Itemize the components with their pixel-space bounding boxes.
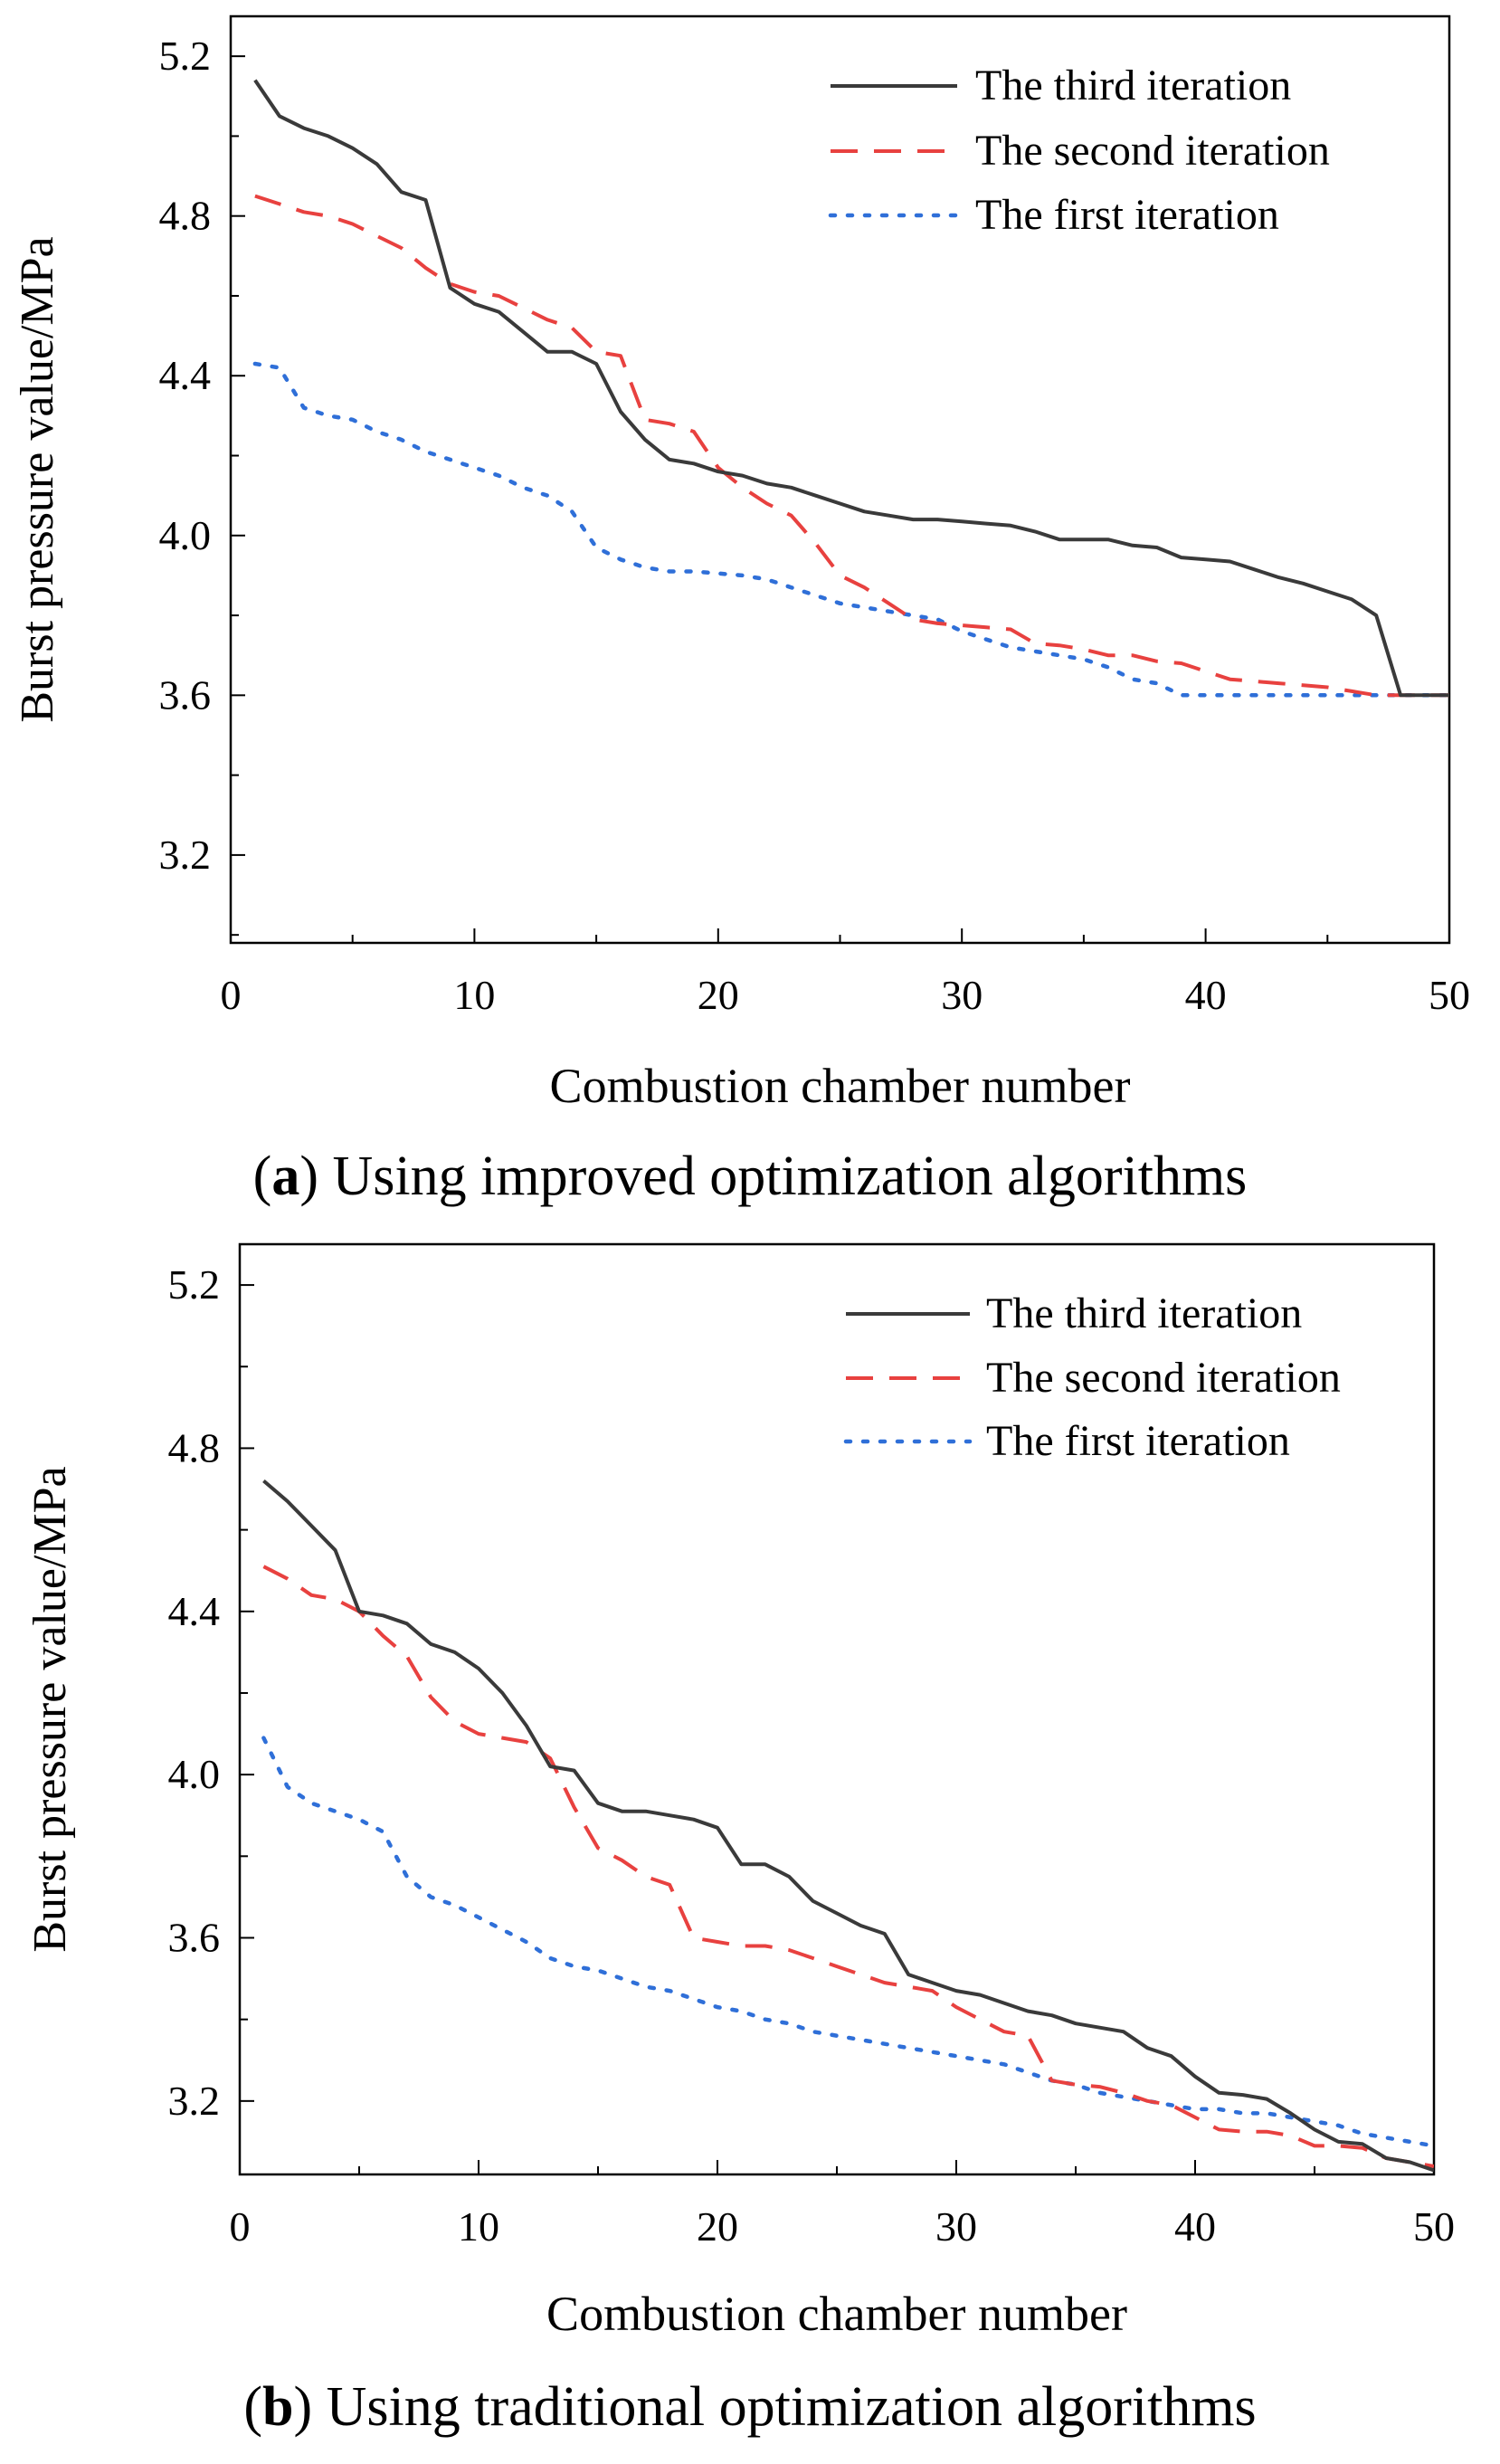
y-tick-label: 4.8 — [159, 193, 212, 239]
x-axis-label: Combustion chamber number — [546, 2287, 1127, 2341]
caption-text: Using improved optimization algorithms — [332, 1146, 1247, 1207]
x-tick-label: 30 — [935, 2203, 977, 2250]
x-axis-label: Combustion chamber number — [550, 1059, 1131, 1113]
y-tick-label: 4.0 — [168, 1751, 221, 1797]
series-line-dashed — [262, 1565, 1434, 2168]
x-tick-label: 50 — [1413, 2203, 1455, 2250]
x-tick-label: 10 — [458, 2203, 499, 2250]
x-tick-label: 30 — [941, 972, 983, 1018]
y-axis-label: Burst pressure value/MPa — [12, 236, 63, 722]
series-line-solid — [262, 1479, 1434, 2173]
x-tick-label: 20 — [697, 2203, 738, 2250]
x-tick-label: 20 — [698, 972, 739, 1018]
y-tick-label: 3.6 — [168, 1914, 221, 1960]
legend-label: The second iteration — [975, 127, 1330, 175]
legend-label: The third iteration — [986, 1289, 1302, 1337]
y-tick-label: 5.2 — [159, 33, 212, 79]
x-tick-label: 10 — [453, 972, 495, 1018]
figure-caption: (a) Using improved optimization algorith… — [253, 1146, 1248, 1207]
x-tick-label: 0 — [221, 972, 242, 1018]
caption-letter: b — [262, 2376, 293, 2438]
series-line-dotted — [261, 1736, 1434, 2148]
caption-paren-close: ) — [293, 2376, 326, 2438]
y-tick-label: 5.2 — [168, 1261, 221, 1308]
y-tick-label: 3.6 — [159, 671, 212, 718]
x-tick-label: 40 — [1174, 2203, 1216, 2250]
series-line-solid — [253, 79, 1449, 698]
caption-letter: a — [271, 1146, 299, 1207]
chart-a: 0 10 20 30 40 50 3.2 3.6 4.0 4.4 4.8 5.2 Combustion … — [12, 14, 1470, 1207]
caption-paren-open: ( — [243, 2376, 262, 2438]
y-tick-label: 4.4 — [168, 1588, 221, 1634]
caption-paren-open: ( — [253, 1146, 272, 1207]
x-tick-label: 50 — [1429, 972, 1470, 1018]
y-tick-label: 4.4 — [159, 352, 212, 398]
x-tick-label: 40 — [1185, 972, 1227, 1018]
series-line-dashed — [254, 194, 1449, 698]
figure-caption: (b) Using traditional optimization algor… — [243, 2376, 1256, 2438]
y-tick-label: 4.0 — [159, 512, 212, 558]
series-line-dotted — [252, 361, 1449, 698]
y-tick-label: 4.8 — [168, 1424, 221, 1470]
legend-label: The second iteration — [986, 1354, 1341, 1402]
x-tick-label: 0 — [230, 2203, 251, 2250]
y-tick-label: 3.2 — [159, 832, 212, 878]
caption-text: Using traditional optimization algorithm… — [327, 2376, 1257, 2438]
legend-label: The first iteration — [986, 1417, 1290, 1465]
y-tick-label: 3.2 — [168, 2078, 221, 2124]
legend-label: The third iteration — [975, 62, 1291, 109]
caption-paren-close: ) — [299, 1146, 332, 1207]
legend-label: The first iteration — [975, 191, 1279, 239]
chart-b: 0 10 20 30 40 50 3.2 3.6 4.0 4.4 4.8 5.2 Combustion … — [24, 1242, 1455, 2438]
y-axis-label: Burst pressure value/MPa — [24, 1466, 76, 1952]
